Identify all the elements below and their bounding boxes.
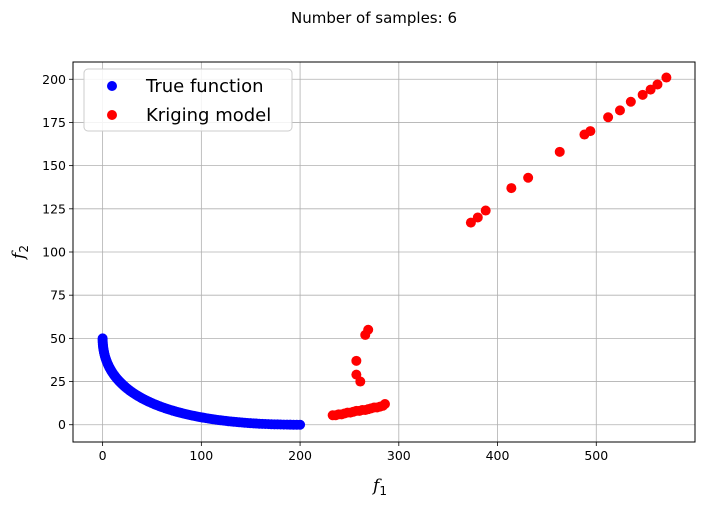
legend-marker-true-function <box>107 81 117 91</box>
kriging-model-point <box>472 212 483 223</box>
y-tick-label: 0 <box>58 417 66 432</box>
kriging-model-point <box>652 79 663 90</box>
legend-label-true-function: True function <box>145 76 263 97</box>
kriging-model-point <box>585 126 596 137</box>
y-axis-label: f2 <box>9 245 31 261</box>
y-tick-label: 125 <box>42 201 66 216</box>
y-tick-label: 75 <box>50 288 66 303</box>
data-points <box>97 72 672 430</box>
kriging-model-point <box>637 89 648 100</box>
x-tick-label: 200 <box>288 448 312 463</box>
y-tick-label: 150 <box>42 158 66 173</box>
kriging-model-point <box>603 112 614 123</box>
x-tick-label: 100 <box>189 448 213 463</box>
x-axis-label: f1 <box>371 476 387 498</box>
kriging-model-point <box>506 183 517 194</box>
kriging-model-point <box>465 217 476 228</box>
x-tick-label: 0 <box>99 448 107 463</box>
kriging-model-point <box>355 376 366 387</box>
legend-marker-kriging-model <box>107 110 117 120</box>
x-tick-label: 400 <box>486 448 510 463</box>
legend-label-kriging-model: Kriging model <box>146 105 271 126</box>
y-tick-label: 175 <box>42 115 66 130</box>
kriging-model-point <box>351 355 362 366</box>
true-function-point <box>295 419 306 430</box>
kriging-model-point <box>554 146 565 157</box>
legend: True function Kriging model <box>83 68 293 132</box>
y-tick-label: 100 <box>42 245 66 260</box>
kriging-model-point <box>523 172 534 183</box>
y-tick-label: 200 <box>42 72 66 87</box>
x-tick-label: 500 <box>584 448 608 463</box>
kriging-model-point <box>614 105 625 116</box>
kriging-model-point <box>625 96 636 107</box>
kriging-model-point <box>379 399 390 409</box>
y-tick-label: 50 <box>50 331 66 346</box>
kriging-model-point <box>661 72 672 83</box>
x-tick-label: 300 <box>387 448 411 463</box>
ticks: 0 100 200 300 400 500 0 25 50 75 100 125 150 175 200 <box>42 72 608 463</box>
kriging-model-point <box>363 324 374 335</box>
kriging-model-point <box>645 84 656 95</box>
legend-box <box>83 68 293 132</box>
kriging-model-point <box>480 205 491 216</box>
chart-title: Number of samples: 6 <box>291 9 457 27</box>
y-tick-label: 25 <box>50 374 66 389</box>
grid <box>73 62 695 442</box>
